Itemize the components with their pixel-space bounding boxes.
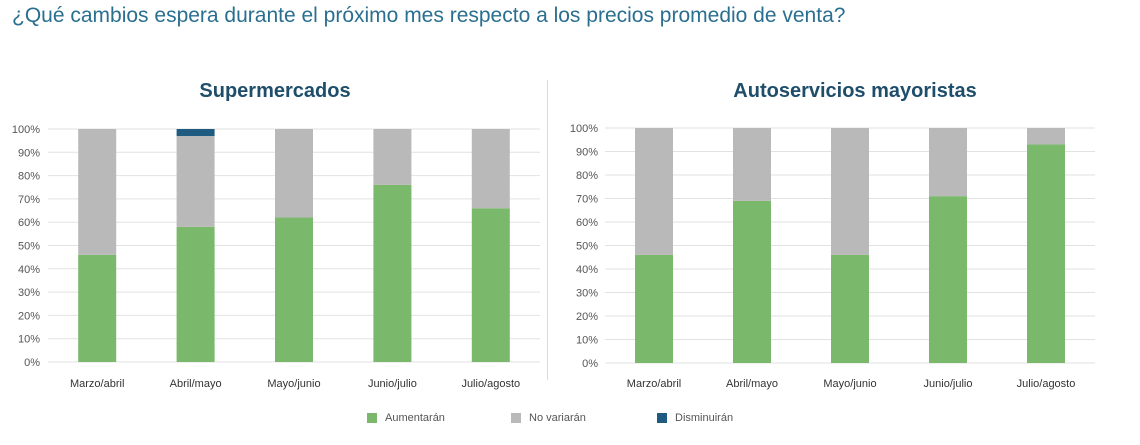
supermercados-bar-mayo-junio-no-variaran: [275, 129, 313, 218]
autoservicios-bar-junio-julio-no-variaran: [929, 128, 967, 197]
supermercados-ytick-label: 80%: [18, 171, 40, 183]
supermercados-ytick-label: 30%: [18, 287, 40, 299]
supermercados-bar-julio-agosto-no-variaran: [471, 129, 510, 209]
chart-divider: [547, 80, 548, 380]
supermercados-ytick-label: 70%: [18, 194, 40, 206]
supermercados-ytick-label: 40%: [18, 264, 40, 276]
supermercados-bar-abril-mayo-aumentaran: [176, 226, 215, 362]
autoservicios-ytick-label: 60%: [576, 217, 598, 229]
supermercados-bar-junio-julio-aumentaran: [373, 184, 412, 362]
supermercados-xtick-label: Mayo/junio: [267, 378, 320, 390]
legend: Aumentarán No variarán Disminuirán: [0, 412, 1140, 432]
legend-label-aumentaran: Aumentarán: [385, 412, 445, 424]
autoservicios-ytick-label: 10%: [576, 335, 598, 347]
autoservicios-xtick-label: Julio/agosto: [1017, 378, 1076, 390]
autoservicios-xtick-label: Junio/julio: [924, 378, 973, 390]
autoservicios-ytick-label: 100%: [570, 123, 598, 135]
supermercados-bar-marzo-abril-no-variaran: [78, 129, 117, 255]
supermercados-ytick-label: 20%: [18, 310, 40, 322]
legend-item-disminuiran: Disminuirán: [657, 412, 733, 424]
chart-title-autoservicios: Autoservicios mayoristas: [733, 80, 977, 102]
autoservicios-ytick-label: 90%: [576, 147, 598, 159]
autoservicios-bar-abril-mayo-no-variaran: [733, 128, 771, 201]
autoservicios-ytick-label: 0%: [582, 358, 598, 370]
legend-label-disminuiran: Disminuirán: [675, 412, 734, 424]
supermercados-bar-marzo-abril-aumentaran: [78, 254, 117, 362]
legend-label-no-variaran: No variarán: [529, 412, 586, 424]
supermercados-bar-junio-julio-no-variaran: [373, 129, 412, 185]
legend-swatch-disminuiran: [657, 413, 667, 423]
question-title: ¿Qué cambios espera durante el próximo m…: [12, 4, 846, 27]
autoservicios-bar-julio-agosto-no-variaran: [1027, 128, 1065, 145]
autoservicios-ytick-label: 80%: [576, 170, 598, 182]
supermercados-ytick-label: 100%: [12, 124, 40, 136]
chart-title-supermercados: Supermercados: [199, 80, 351, 102]
supermercados-ytick-label: 60%: [18, 217, 40, 229]
supermercados-bar-abril-mayo-disminuiran: [176, 129, 215, 136]
legend-swatch-no-variaran: [511, 413, 521, 423]
autoservicios-ytick-label: 40%: [576, 264, 598, 276]
autoservicios-ytick-label: 50%: [576, 241, 598, 253]
supermercados-xtick-label: Marzo/abril: [70, 378, 124, 390]
autoservicios-xtick-label: Marzo/abril: [627, 378, 681, 390]
supermercados-bar-julio-agosto-aumentaran: [471, 208, 510, 362]
supermercados-bar-abril-mayo-no-variaran: [176, 135, 215, 227]
supermercados-bar-mayo-junio-aumentaran: [275, 217, 313, 362]
autoservicios-ytick-label: 20%: [576, 311, 598, 323]
supermercados-ytick-label: 90%: [18, 147, 40, 159]
autoservicios-bar-mayo-junio-aumentaran: [831, 254, 869, 363]
supermercados-xtick-label: Abril/mayo: [170, 378, 222, 390]
supermercados-ytick-label: 50%: [18, 241, 40, 253]
autoservicios-bar-mayo-junio-no-variaran: [831, 128, 869, 255]
autoservicios-xtick-label: Mayo/junio: [823, 378, 876, 390]
autoservicios-xtick-label: Abril/mayo: [726, 378, 778, 390]
autoservicios-ytick-label: 30%: [576, 288, 598, 300]
autoservicios-bar-marzo-abril-aumentaran: [635, 254, 673, 363]
legend-item-aumentaran: Aumentarán: [367, 412, 445, 424]
supermercados-xtick-label: Julio/agosto: [461, 378, 520, 390]
autoservicios-bar-abril-mayo-aumentaran: [733, 200, 771, 363]
autoservicios-bar-junio-julio-aumentaran: [929, 196, 967, 363]
supermercados-xtick-label: Junio/julio: [368, 378, 417, 390]
autoservicios-bar-julio-agosto-aumentaran: [1027, 144, 1065, 363]
supermercados-ytick-label: 10%: [18, 334, 40, 346]
autoservicios-ytick-label: 70%: [576, 194, 598, 206]
supermercados-ytick-label: 0%: [24, 357, 40, 369]
legend-swatch-aumentaran: [367, 413, 377, 423]
autoservicios-bar-marzo-abril-no-variaran: [635, 128, 673, 255]
legend-item-no-variaran: No variarán: [511, 412, 586, 424]
